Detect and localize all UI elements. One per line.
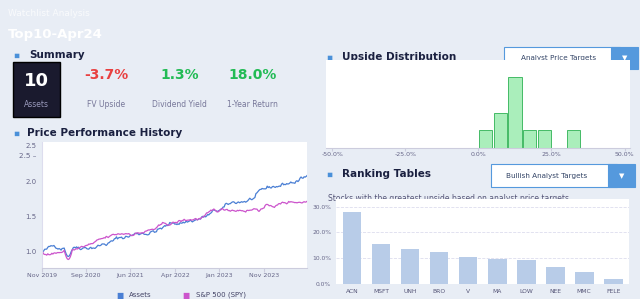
Text: Assets: 2.06x (105.93%): Assets: 2.06x (105.93%) bbox=[63, 152, 152, 159]
Bar bbox=[493, 113, 507, 148]
Text: ▼: ▼ bbox=[621, 55, 627, 61]
Text: Stocks with the greatest upside based on analyst price targets.: Stocks with the greatest upside based on… bbox=[328, 194, 571, 203]
Text: 10: 10 bbox=[24, 72, 49, 91]
Bar bbox=[516, 260, 536, 284]
Text: Dividend Yield: Dividend Yield bbox=[152, 100, 207, 109]
Bar bbox=[342, 212, 362, 284]
Text: 1 Year: 1 Year bbox=[59, 143, 86, 152]
Text: 5 Years: 5 Years bbox=[228, 143, 263, 152]
Text: 1-Year Return: 1-Year Return bbox=[227, 100, 278, 109]
Text: S&P 500 (SPY): S&P 500 (SPY) bbox=[196, 292, 246, 298]
Text: S&P 500 (SPY): 1.71x (71.24%): S&P 500 (SPY): 1.71x (71.24%) bbox=[180, 152, 293, 159]
Bar bbox=[538, 130, 551, 148]
Text: Bullish Analyst Targets: Bullish Analyst Targets bbox=[506, 173, 587, 179]
Text: 18.0%: 18.0% bbox=[228, 68, 277, 82]
Bar bbox=[523, 130, 536, 148]
FancyBboxPatch shape bbox=[13, 62, 60, 117]
Text: Assets: Assets bbox=[129, 292, 152, 298]
Bar bbox=[479, 130, 492, 148]
Bar bbox=[429, 252, 449, 284]
Text: ◾: ◾ bbox=[326, 52, 332, 61]
Text: Ranking Tables: Ranking Tables bbox=[342, 169, 431, 179]
Text: FV Upside: FV Upside bbox=[87, 100, 125, 109]
Text: Assets: Assets bbox=[24, 100, 49, 109]
Text: 2.5 –: 2.5 – bbox=[19, 152, 36, 158]
FancyBboxPatch shape bbox=[492, 164, 617, 187]
FancyBboxPatch shape bbox=[504, 47, 620, 69]
Text: ◾: ◾ bbox=[13, 129, 19, 138]
Text: 3 Years: 3 Years bbox=[143, 143, 173, 152]
Text: ■: ■ bbox=[116, 291, 124, 299]
Text: Watchlist Analysis: Watchlist Analysis bbox=[8, 9, 90, 18]
Bar bbox=[372, 244, 390, 284]
Bar bbox=[604, 279, 623, 284]
Bar bbox=[401, 249, 419, 284]
Text: Price Performance History: Price Performance History bbox=[26, 128, 182, 138]
Bar bbox=[567, 130, 580, 148]
Text: ◾: ◾ bbox=[13, 51, 19, 60]
Bar bbox=[575, 272, 593, 284]
Bar bbox=[508, 77, 522, 148]
Bar bbox=[459, 257, 477, 284]
Text: ▼: ▼ bbox=[618, 173, 624, 179]
Bar bbox=[488, 259, 506, 284]
Text: ■: ■ bbox=[182, 291, 189, 299]
Text: ◾: ◾ bbox=[326, 170, 332, 179]
FancyBboxPatch shape bbox=[607, 164, 635, 187]
Text: Top10-Apr24: Top10-Apr24 bbox=[8, 28, 102, 41]
Text: Upside Distribution: Upside Distribution bbox=[342, 52, 456, 62]
Text: 1.3%: 1.3% bbox=[160, 68, 199, 82]
Text: Analyst Price Targets: Analyst Price Targets bbox=[521, 55, 596, 61]
FancyBboxPatch shape bbox=[611, 47, 637, 69]
Bar bbox=[546, 267, 564, 284]
Text: -3.7%: -3.7% bbox=[84, 68, 128, 82]
Text: Summary: Summary bbox=[29, 50, 85, 60]
